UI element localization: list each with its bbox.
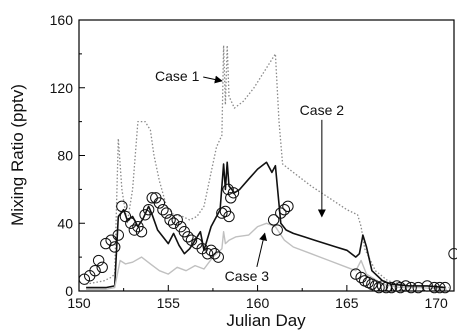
observation-point: [385, 281, 398, 294]
observation-point: [167, 217, 180, 229]
x-tick-label: 160: [246, 295, 270, 311]
y-tick-label: 40: [57, 215, 73, 231]
observation-point: [434, 281, 446, 294]
y-tick-label: 120: [50, 80, 74, 96]
series-line-case-1: [85, 44, 449, 289]
observation-point: [267, 214, 280, 226]
observation-point: [209, 248, 221, 260]
observation-point: [92, 254, 105, 267]
observation-point: [412, 281, 424, 294]
observation-point: [112, 229, 124, 241]
observation-point: [271, 224, 283, 236]
observation-point: [227, 187, 240, 199]
observation-point: [135, 226, 148, 238]
observation-point: [128, 224, 141, 236]
observation-point: [157, 204, 169, 216]
observation-point: [171, 214, 183, 226]
annotation-label: Case 3: [225, 268, 270, 284]
observation-point: [164, 214, 176, 226]
observation-point: [400, 280, 412, 292]
observation-point: [439, 281, 451, 294]
observation-point: [380, 281, 392, 294]
observation-point: [282, 200, 294, 213]
annotation-arrow: [203, 75, 223, 84]
observation-point: [182, 231, 194, 243]
annotation-layer: Case 1 Case 2 Case 3: [155, 68, 344, 284]
observation-point: [125, 217, 137, 229]
observation-point: [405, 281, 417, 294]
annotation-arrow: [256, 232, 268, 267]
x-tick-label: 155: [157, 295, 181, 311]
plot-frame: [78, 19, 455, 292]
observation-point: [160, 207, 173, 219]
x-axis-title: Julian Day: [226, 311, 306, 330]
y-axis-title: Mixing Ratio (pptv): [8, 84, 27, 226]
observation-point: [212, 251, 224, 263]
observation-point: [275, 207, 287, 219]
observation-markers: [78, 183, 457, 294]
x-tick-label: 150: [67, 295, 91, 311]
observation-point: [89, 264, 101, 277]
y-tick-label: 80: [57, 148, 73, 164]
observation-point: [205, 244, 217, 257]
y-tick-label: 160: [50, 12, 74, 28]
observation-point: [109, 241, 121, 253]
observation-point: [142, 204, 155, 216]
series-layer: [78, 44, 457, 294]
observation-point: [153, 197, 166, 209]
axes-layer: 150 155 160 165 170 0 40 80 120 160: [50, 12, 448, 311]
observation-point: [278, 204, 291, 216]
observation-point: [448, 248, 457, 260]
annotation-label: Case 1: [155, 68, 200, 84]
x-tick-label: 170: [424, 295, 448, 311]
observation-point: [421, 280, 433, 292]
observation-point: [223, 210, 235, 223]
observation-point: [116, 200, 128, 213]
y-tick-label: 0: [65, 283, 73, 299]
observation-point: [96, 261, 108, 273]
observation-point: [201, 248, 214, 260]
x-tick-label: 165: [335, 295, 359, 311]
annotation-label: Case 2: [300, 102, 345, 118]
